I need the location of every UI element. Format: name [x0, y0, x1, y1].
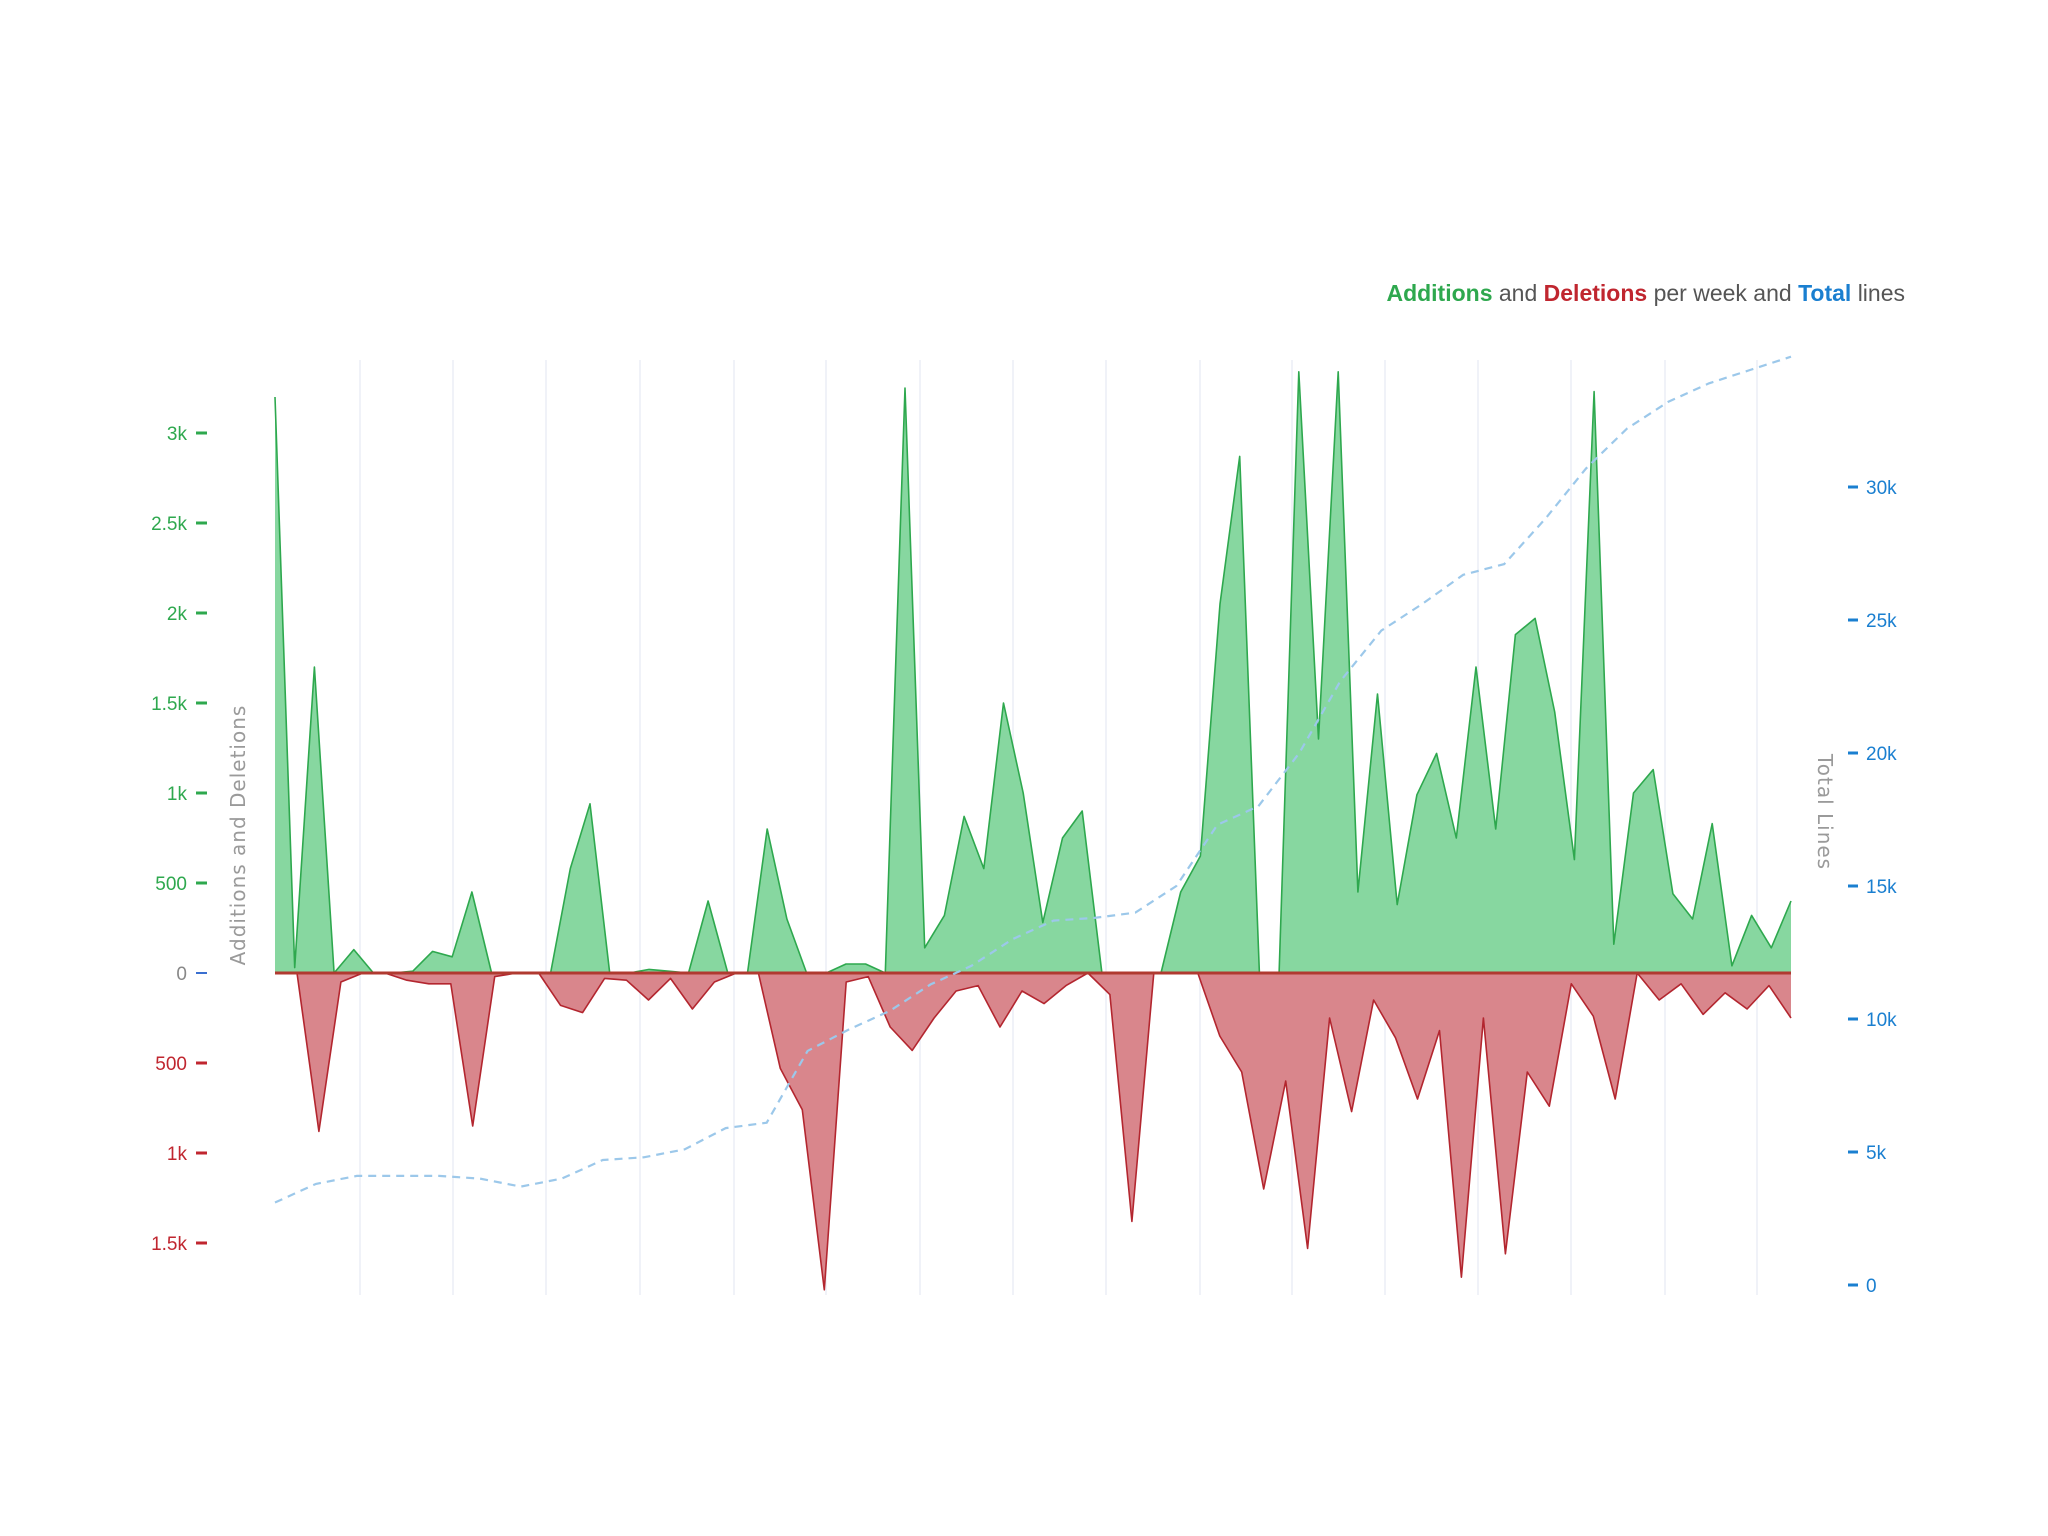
additions-area	[275, 371, 1791, 973]
left-tick-label-del-1k: 1k	[167, 1144, 188, 1165]
left-tick-label-1.5k: 1.5k	[151, 694, 187, 715]
left-tick-label-del-1.5k: 1.5k	[151, 1234, 187, 1255]
total-lines-series	[274, 355, 1792, 1204]
right-tick-label-10k: 10k	[1866, 1010, 1897, 1031]
left-axis-title: Additions and Deletions	[226, 705, 250, 966]
additions-series	[274, 371, 1792, 974]
deletions-area	[275, 973, 1791, 1290]
deletions-series	[275, 972, 1792, 1291]
left-tick-label-3k: 3k	[167, 424, 188, 445]
right-tick-label-15k: 15k	[1866, 877, 1897, 898]
legend-lines: lines	[1858, 280, 1905, 306]
legend-per-week-and: per week and	[1654, 280, 1792, 306]
left-tick-label-0: 0	[176, 964, 187, 985]
left-tick-label-500: 500	[155, 874, 187, 895]
left-axis: 0 500 1k 1.5k 2k 2.5k 3k 500 1k 1.5k	[151, 424, 207, 1255]
chart-legend: Additions and Deletions per week and Tot…	[1386, 280, 1905, 306]
legend-deletions: Deletions	[1544, 280, 1648, 306]
left-tick-label-1k: 1k	[167, 784, 188, 805]
right-tick-label-25k: 25k	[1866, 611, 1897, 632]
right-tick-label-5k: 5k	[1866, 1143, 1887, 1164]
left-tick-label-del-500: 500	[155, 1054, 187, 1075]
right-tick-label-0: 0	[1866, 1276, 1877, 1297]
legend-additions: Additions	[1386, 280, 1492, 306]
legend-total: Total	[1798, 280, 1851, 306]
legend-and: and	[1499, 280, 1537, 306]
total-lines-path	[274, 355, 1792, 1204]
right-tick-label-30k: 30k	[1866, 478, 1897, 499]
left-tick-label-2k: 2k	[167, 604, 188, 625]
left-tick-label-2.5k: 2.5k	[151, 514, 187, 535]
right-axis-title: Total Lines	[1813, 753, 1837, 870]
right-tick-label-20k: 20k	[1866, 744, 1897, 765]
right-axis: 0 5k 10k 15k 20k 25k 30k	[1848, 478, 1897, 1297]
